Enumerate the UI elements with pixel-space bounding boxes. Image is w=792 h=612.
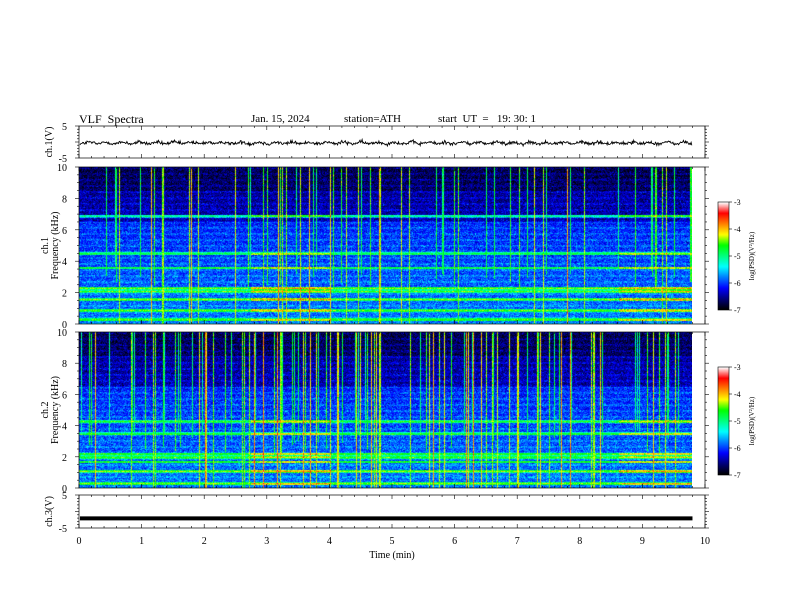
- xaxis-label: Time (min): [369, 550, 414, 561]
- ylabel-channel: ch.2: [40, 402, 51, 419]
- ytick-label: 0: [62, 320, 67, 331]
- date-label: Jan. 15, 2024: [251, 113, 310, 125]
- ytick-label: -5: [59, 524, 67, 535]
- ytick-label: 4: [62, 257, 67, 268]
- ylabel-channel: ch.1: [40, 237, 51, 254]
- panel-frame: [78, 494, 706, 529]
- ytick-label: 5: [62, 491, 67, 502]
- ylabel-ch3-waveform: ch.3(V): [44, 496, 55, 527]
- colorbar-tick-label: -4: [734, 390, 741, 399]
- start-time-label: start UT = 19: 30: 1: [438, 113, 536, 125]
- spectrogram-ch2-spectrogram: [79, 332, 692, 488]
- ytick-label: 6: [62, 226, 67, 237]
- trace-ch1-waveform: [79, 137, 693, 148]
- colorbar-tick-label: -4: [734, 225, 741, 234]
- colorbar-label: log(PSD)(V²/Hz): [748, 396, 756, 445]
- title: VLF Spectra: [79, 112, 144, 126]
- ytick-label: 8: [62, 194, 67, 205]
- ytick-label: 10: [57, 163, 67, 174]
- xtick-label: 10: [700, 536, 710, 547]
- colorbar-ch1-spectrogram: [718, 202, 729, 310]
- xtick-label: 4: [327, 536, 332, 547]
- xtick-label: 3: [264, 536, 269, 547]
- ytick-label: 10: [57, 328, 67, 339]
- colorbar-tick-label: -5: [734, 417, 741, 426]
- xtick-label: 7: [515, 536, 520, 547]
- station-label: station=ATH: [344, 113, 401, 125]
- colorbar-tick-label: -5: [734, 252, 741, 261]
- colorbar-tick-label: -7: [734, 471, 741, 480]
- ytick-label: 6: [62, 390, 67, 401]
- colorbar-tick-label: -3: [734, 198, 741, 207]
- ytick-label: 8: [62, 359, 67, 370]
- xtick-label: 1: [139, 536, 144, 547]
- ytick-label: 5: [62, 122, 67, 133]
- ytick-label: 2: [62, 453, 67, 464]
- ylabel-frequency: Frequency (kHz): [50, 211, 61, 279]
- xtick-label: 5: [390, 536, 395, 547]
- colorbar-tick-label: -7: [734, 306, 741, 315]
- ytick-label: 2: [62, 289, 67, 300]
- xtick-label: 8: [577, 536, 582, 547]
- ylabel-frequency: Frequency (kHz): [50, 376, 61, 444]
- colorbar-tick-label: -6: [734, 444, 741, 453]
- ytick-label: -5: [59, 154, 67, 165]
- xtick-label: 2: [202, 536, 207, 547]
- colorbar-ch2-spectrogram: [718, 367, 729, 475]
- xtick-label: 6: [452, 536, 457, 547]
- xtick-label: 9: [640, 536, 645, 547]
- xtick-label: 0: [77, 536, 82, 547]
- ylabel-ch1-waveform: ch.1(V): [44, 127, 55, 158]
- ytick-label: 0: [62, 484, 67, 495]
- ytick-label: 4: [62, 422, 67, 433]
- colorbar-label: log(PSD)(V²/Hz): [748, 231, 756, 280]
- spectrogram-ch1-spectrogram: [79, 167, 692, 324]
- colorbar-tick-label: -3: [734, 363, 741, 372]
- colorbar-tick-label: -6: [734, 279, 741, 288]
